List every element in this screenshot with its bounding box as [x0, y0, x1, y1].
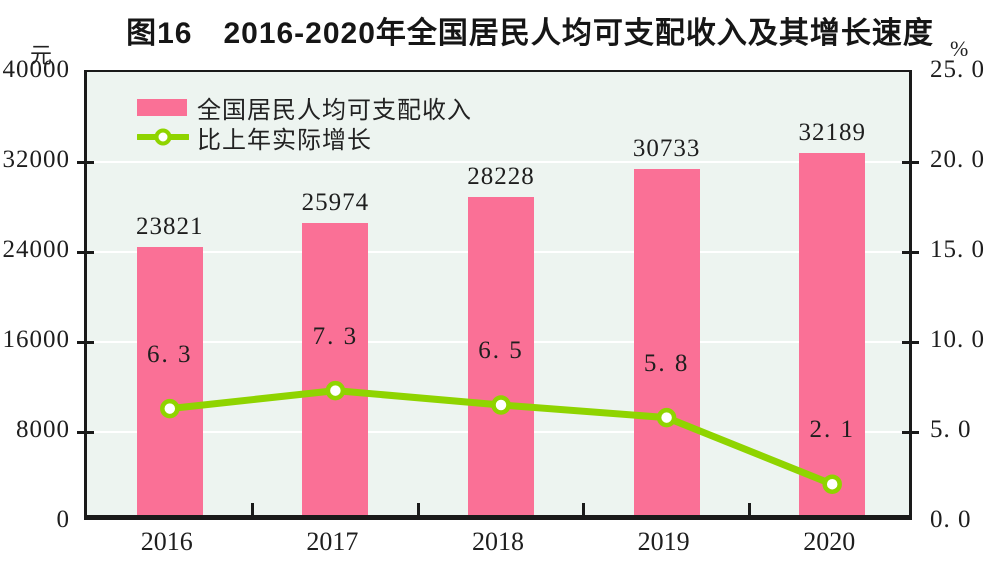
- growth-line: [160, 380, 842, 494]
- right-axis-tick-label: 25. 0: [930, 56, 985, 83]
- legend-item-growth: 比上年实际增长: [137, 122, 472, 154]
- bar: [136, 247, 203, 515]
- legend: 全国居民人均可支配收入 比上年实际增长: [137, 92, 472, 154]
- right-axis-unit-label: %: [950, 36, 969, 61]
- bar-value-label: 25974: [301, 188, 370, 216]
- right-axis-tick-labels: 0. 0 5. 0 10. 0 15. 0 20. 0 25. 0: [928, 56, 1000, 533]
- x-axis-tick: [747, 503, 751, 515]
- bar: [633, 169, 700, 515]
- growth-point-marker: [491, 395, 511, 415]
- left-axis-tick-label: 32000: [2, 146, 70, 173]
- left-axis-tick-label: 24000: [2, 236, 70, 263]
- bar: [468, 197, 534, 515]
- growth-rate-label: 6. 3: [147, 340, 193, 368]
- right-axis-tick: [902, 160, 919, 164]
- line-swatch-icon: [137, 128, 189, 146]
- growth-rate-label: 2. 1: [809, 416, 855, 444]
- left-axis-tick-label: 40000: [2, 56, 70, 83]
- x-axis-label: 2020: [803, 527, 856, 556]
- left-axis-tick-label: 0: [56, 506, 70, 533]
- plot-area: 全国居民人均可支配收入 比上年实际增长 23821 25974 28228 30733…: [77, 70, 919, 520]
- growth-rate-label: 7. 3: [312, 322, 359, 350]
- bar-value-label: 23821: [136, 213, 204, 241]
- growth-rate-label: 6. 5: [478, 337, 524, 364]
- bar-value-label: 32189: [798, 118, 866, 146]
- bar-swatch-icon: [137, 98, 187, 116]
- x-axis-label: 2017: [306, 527, 359, 556]
- left-axis-tick-labels: 0 8000 16000 24000 32000 40000: [0, 56, 70, 533]
- right-axis-tick-label: 0. 0: [930, 506, 972, 533]
- growth-point-marker: [822, 474, 842, 494]
- x-axis-label: 2016: [140, 527, 193, 556]
- left-axis-tick: [77, 430, 94, 434]
- left-axis-unit-label: 元: [30, 43, 53, 68]
- bar: [302, 222, 369, 515]
- legend-item-income: 全国居民人均可支配收入: [137, 92, 472, 124]
- left-axis-tick: [77, 250, 94, 254]
- bar-value-label: 30733: [632, 135, 701, 163]
- chart-title: 图16 2016-2020年全国居民人均可支配收入及其增长速度: [126, 17, 934, 50]
- legend-label-growth: 比上年实际增长: [197, 126, 372, 154]
- left-axis-tick-label: 8000: [16, 416, 70, 443]
- growth-point-marker: [656, 407, 677, 428]
- right-axis-tick-label: 5. 0: [930, 416, 972, 443]
- x-axis-tick: [251, 503, 255, 515]
- legend-label-income: 全国居民人均可支配收入: [197, 96, 472, 124]
- left-axis-tick: [77, 160, 94, 164]
- gridline: [87, 161, 909, 163]
- x-axis-label: 2018: [471, 527, 524, 556]
- growth-point-marker: [325, 380, 346, 401]
- right-axis-tick-label: 20. 0: [930, 146, 985, 173]
- x-axis-label: 2019: [637, 527, 690, 556]
- bar: [799, 152, 866, 515]
- bar-value-label: 28228: [467, 163, 535, 191]
- growth-point-marker: [160, 398, 180, 419]
- x-axis-labels: 2016 2017 2018 2019 2020: [84, 527, 912, 563]
- right-axis-tick-label: 10. 0: [930, 326, 985, 353]
- x-axis-tick: [582, 503, 586, 515]
- left-axis-tick: [77, 340, 94, 344]
- right-axis-tick: [902, 250, 919, 254]
- left-axis-tick-label: 16000: [2, 326, 70, 353]
- x-axis-tick: [416, 503, 420, 515]
- right-axis-tick: [902, 430, 919, 434]
- growth-rate-label: 5. 8: [643, 349, 690, 377]
- right-axis-tick-label: 15. 0: [930, 236, 985, 263]
- right-axis-tick: [902, 340, 919, 344]
